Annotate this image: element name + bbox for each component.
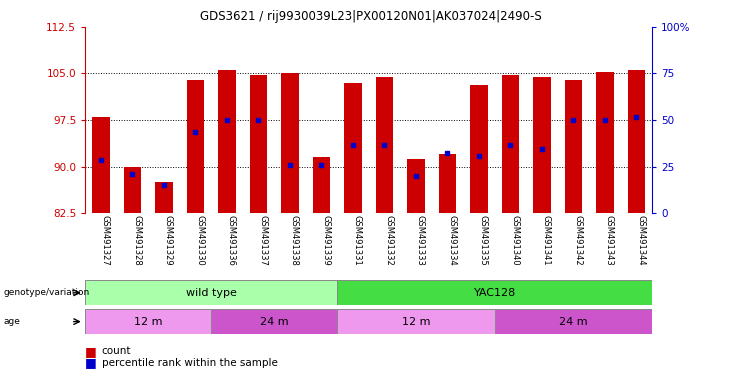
Text: GSM491334: GSM491334 bbox=[448, 215, 456, 266]
Bar bbox=[85, 280, 337, 305]
Text: percentile rank within the sample: percentile rank within the sample bbox=[102, 358, 277, 368]
Bar bbox=[156, 182, 173, 213]
Text: 12 m: 12 m bbox=[134, 316, 162, 327]
Bar bbox=[282, 73, 299, 213]
Text: GSM491342: GSM491342 bbox=[574, 215, 582, 266]
Text: ■: ■ bbox=[85, 345, 97, 358]
Text: GSM491343: GSM491343 bbox=[605, 215, 614, 266]
Text: age: age bbox=[4, 317, 21, 326]
Text: GSM491336: GSM491336 bbox=[227, 215, 236, 266]
Text: GSM491328: GSM491328 bbox=[133, 215, 142, 266]
Bar bbox=[337, 280, 652, 305]
Text: GSM491329: GSM491329 bbox=[164, 215, 173, 266]
Bar bbox=[250, 74, 267, 213]
Text: 24 m: 24 m bbox=[559, 316, 588, 327]
Text: count: count bbox=[102, 346, 131, 356]
Bar bbox=[345, 83, 362, 213]
Text: GSM491327: GSM491327 bbox=[101, 215, 110, 266]
Text: GSM491330: GSM491330 bbox=[196, 215, 205, 266]
Bar bbox=[337, 309, 494, 334]
Bar bbox=[93, 117, 110, 213]
Bar bbox=[439, 154, 456, 213]
Text: GSM491341: GSM491341 bbox=[542, 215, 551, 266]
Bar bbox=[628, 70, 645, 213]
Text: GSM491335: GSM491335 bbox=[479, 215, 488, 266]
Bar bbox=[187, 79, 204, 213]
Bar bbox=[219, 70, 236, 213]
Bar bbox=[313, 157, 330, 213]
Text: wild type: wild type bbox=[186, 288, 236, 298]
Bar bbox=[502, 75, 519, 213]
Bar bbox=[534, 76, 551, 213]
Text: ■: ■ bbox=[85, 356, 97, 369]
Text: GDS3621 / rij9930039L23|PX00120N01|AK037024|2490-S: GDS3621 / rij9930039L23|PX00120N01|AK037… bbox=[199, 10, 542, 23]
Text: GSM491331: GSM491331 bbox=[353, 215, 362, 266]
Text: GSM491339: GSM491339 bbox=[322, 215, 330, 266]
Text: YAC128: YAC128 bbox=[473, 288, 516, 298]
Bar bbox=[408, 159, 425, 213]
Text: GSM491333: GSM491333 bbox=[416, 215, 425, 266]
Bar bbox=[376, 76, 393, 213]
Text: GSM491338: GSM491338 bbox=[290, 215, 299, 266]
Text: 12 m: 12 m bbox=[402, 316, 430, 327]
Bar bbox=[124, 167, 141, 213]
Bar bbox=[597, 72, 614, 213]
Text: GSM491332: GSM491332 bbox=[385, 215, 393, 266]
Text: GSM491340: GSM491340 bbox=[511, 215, 519, 266]
Bar bbox=[211, 309, 337, 334]
Text: genotype/variation: genotype/variation bbox=[4, 288, 90, 297]
Bar bbox=[565, 79, 582, 213]
Text: GSM491337: GSM491337 bbox=[259, 215, 268, 266]
Text: 24 m: 24 m bbox=[260, 316, 288, 327]
Text: GSM491344: GSM491344 bbox=[637, 215, 645, 266]
Bar bbox=[471, 84, 488, 213]
Bar bbox=[85, 309, 211, 334]
Bar bbox=[495, 309, 652, 334]
